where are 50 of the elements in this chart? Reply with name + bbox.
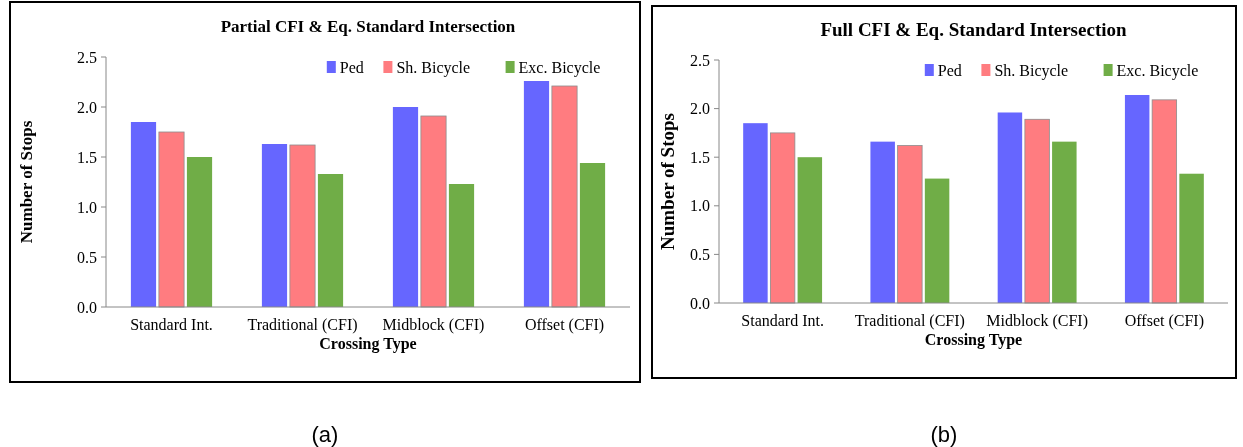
y-tick-label: 1.5 — [690, 148, 710, 166]
bar — [523, 81, 550, 307]
x-axis-title: Crossing Type — [319, 335, 417, 353]
x-tick-label: Traditional (CFI) — [247, 316, 358, 334]
bar — [261, 144, 288, 307]
bar — [579, 163, 606, 307]
y-axis-title: Number of Stops — [657, 113, 678, 250]
y-tick-label: 1.0 — [690, 197, 710, 215]
bar — [743, 123, 768, 303]
bar — [870, 141, 895, 303]
y-tick-label: 0.5 — [77, 248, 97, 266]
x-tick-label: Midblock (CFI) — [986, 312, 1089, 330]
text: (b) — [930, 422, 958, 447]
legend-label: Exc. Bicycle — [1116, 61, 1199, 80]
legend-label: Ped — [937, 61, 962, 79]
x-tick-label: Midblock (CFI) — [382, 316, 485, 334]
y-tick-label: 1.5 — [77, 148, 97, 166]
bar — [1124, 94, 1150, 303]
chart-title: Full CFI & Eq. Standard Intersection — [820, 19, 1127, 40]
x-tick-label: Standard Int. — [741, 312, 824, 329]
legend-label: Ped — [339, 58, 364, 76]
legend-label: Sh. Bicycle — [396, 58, 471, 77]
x-tick-label: Offset (CFI) — [1124, 312, 1204, 330]
legend-label: Sh. Bicycle — [994, 61, 1069, 80]
y-tick-label: 2.0 — [77, 98, 97, 116]
y-axis-title: Number of Stops — [17, 120, 36, 244]
legend-label: Exc. Bicycle — [518, 58, 601, 77]
bar — [1179, 173, 1204, 303]
bar — [392, 107, 419, 307]
bar — [317, 174, 344, 307]
text: (a) — [311, 422, 339, 447]
bar — [186, 157, 213, 307]
bar — [797, 157, 823, 303]
y-tick-label: 2.5 — [690, 51, 710, 69]
bar — [997, 112, 1023, 303]
y-tick-label: 2.0 — [690, 100, 710, 118]
y-tick-label: 2.5 — [77, 48, 97, 66]
y-tick-label: 1.0 — [77, 198, 97, 216]
bar — [924, 178, 950, 303]
bar — [448, 184, 475, 307]
x-tick-label: Standard Int. — [130, 316, 213, 333]
x-tick-label: Traditional (CFI) — [854, 312, 965, 330]
y-tick-label: 0.0 — [77, 298, 97, 316]
bar — [1052, 141, 1077, 303]
y-tick-label: 0.5 — [690, 246, 710, 263]
chart-title: Partial CFI & Eq. Standard Intersection — [220, 17, 516, 36]
y-tick-label: 0.0 — [690, 294, 710, 312]
bar — [130, 122, 157, 307]
x-tick-label: Offset (CFI) — [524, 316, 605, 334]
x-axis-title: Crossing Type — [924, 331, 1023, 349]
